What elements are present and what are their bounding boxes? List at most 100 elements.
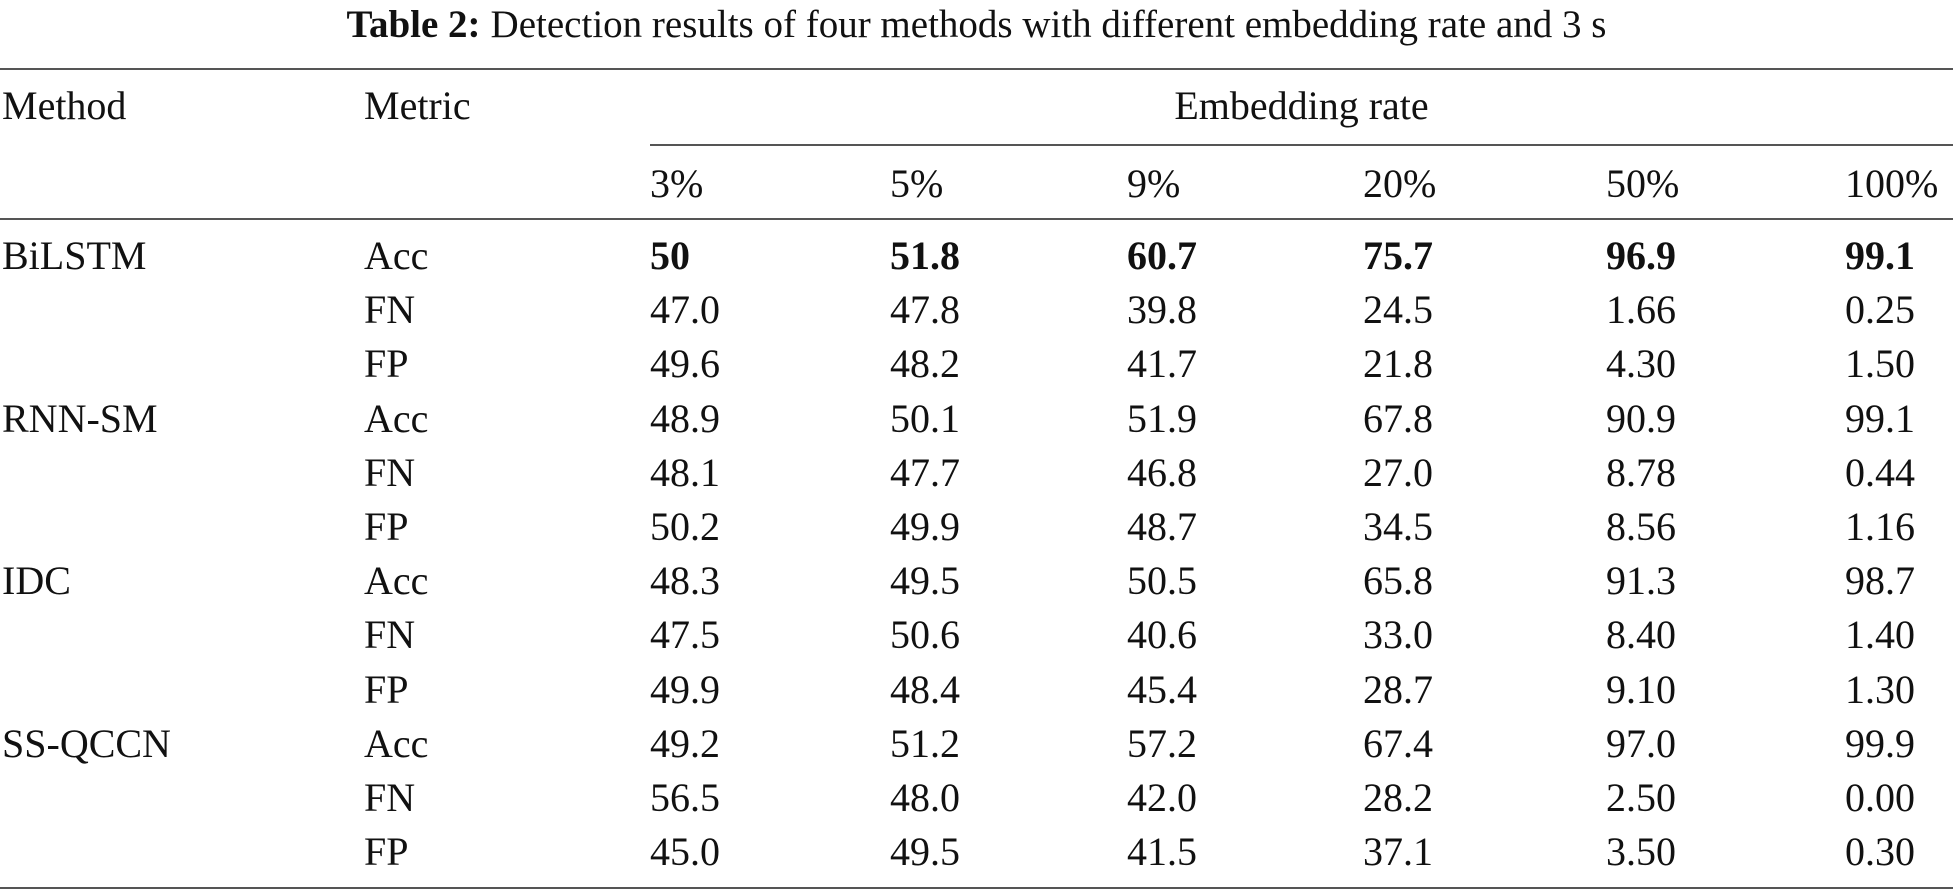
value-cell: 1.16	[1845, 504, 1915, 549]
value-cell: 60.7	[1127, 233, 1197, 278]
metric-cell: Acc	[364, 233, 429, 278]
value-cell: 48.0	[890, 775, 960, 820]
value-cell: 1.66	[1606, 287, 1676, 333]
value-cell: 51.9	[1127, 395, 1197, 441]
header-rule	[0, 218, 1953, 220]
value-cell: 51.2	[890, 720, 960, 766]
value-cell: 0.30	[1845, 829, 1915, 875]
value-cell: 2.50	[1606, 775, 1676, 820]
value-cell: 21.8	[1363, 341, 1433, 387]
metric-cell: Acc	[364, 395, 429, 441]
value-cell: 49.5	[890, 829, 960, 875]
value-cell: 99.1	[1845, 233, 1915, 278]
value-cell: 99.1	[1845, 395, 1915, 441]
value-cell: 99.9	[1845, 720, 1915, 766]
group-rule	[650, 144, 1953, 146]
value-cell: 47.0	[650, 287, 720, 333]
bottom-rule	[0, 887, 1953, 889]
value-cell: 50.1	[890, 395, 960, 441]
value-cell: 48.3	[650, 558, 720, 604]
metric-cell: FP	[364, 829, 409, 875]
value-cell: 48.7	[1127, 504, 1197, 549]
method-cell: RNN-SM	[2, 395, 158, 441]
rate-header: 50%	[1606, 161, 1680, 206]
rate-header: 20%	[1363, 161, 1437, 206]
value-cell: 49.9	[650, 666, 720, 712]
group-header: Embedding rate	[1174, 83, 1429, 128]
value-cell: 50.2	[650, 504, 720, 549]
method-cell: IDC	[2, 558, 71, 604]
value-cell: 9.10	[1606, 666, 1676, 712]
metric-cell: Acc	[364, 558, 429, 604]
value-cell: 46.8	[1127, 449, 1197, 495]
metric-cell: FP	[364, 666, 409, 712]
value-cell: 91.3	[1606, 558, 1676, 604]
value-cell: 8.40	[1606, 612, 1676, 658]
value-cell: 41.5	[1127, 829, 1197, 875]
value-cell: 40.6	[1127, 612, 1197, 658]
value-cell: 47.5	[650, 612, 720, 658]
value-cell: 0.44	[1845, 449, 1915, 495]
value-cell: 47.8	[890, 287, 960, 333]
value-cell: 3.50	[1606, 829, 1676, 875]
value-cell: 65.8	[1363, 558, 1433, 604]
value-cell: 42.0	[1127, 775, 1197, 820]
value-cell: 50	[650, 233, 690, 278]
value-cell: 49.6	[650, 341, 720, 387]
value-cell: 28.2	[1363, 775, 1433, 820]
metric-cell: FP	[364, 341, 409, 387]
value-cell: 24.5	[1363, 287, 1433, 333]
value-cell: 37.1	[1363, 829, 1433, 875]
value-cell: 8.78	[1606, 449, 1676, 495]
value-cell: 1.30	[1845, 666, 1915, 712]
value-cell: 47.7	[890, 449, 960, 495]
value-cell: 67.8	[1363, 395, 1433, 441]
metric-cell: FP	[364, 504, 409, 549]
method-cell: BiLSTM	[2, 233, 147, 278]
value-cell: 48.4	[890, 666, 960, 712]
caption-text: Detection results of four methods with d…	[490, 3, 1607, 46]
value-cell: 51.8	[890, 233, 960, 278]
value-cell: 67.4	[1363, 720, 1433, 766]
method-cell: SS-QCCN	[2, 720, 171, 766]
value-cell: 98.7	[1845, 558, 1915, 604]
metric-cell: FN	[364, 287, 416, 333]
value-cell: 96.9	[1606, 233, 1676, 278]
rate-header: 3%	[650, 161, 704, 206]
rate-header: 100%	[1845, 161, 1939, 206]
value-cell: 45.4	[1127, 666, 1197, 712]
metric-cell: FN	[364, 612, 416, 658]
rate-header: 5%	[890, 161, 944, 206]
value-cell: 1.40	[1845, 612, 1915, 658]
value-cell: 27.0	[1363, 449, 1433, 495]
value-cell: 49.2	[650, 720, 720, 766]
value-cell: 4.30	[1606, 341, 1676, 387]
value-cell: 39.8	[1127, 287, 1197, 333]
value-cell: 90.9	[1606, 395, 1676, 441]
value-cell: 50.6	[890, 612, 960, 658]
metric-cell: Acc	[364, 720, 429, 766]
metric-header: Metric	[364, 83, 471, 128]
value-cell: 48.2	[890, 341, 960, 387]
value-cell: 28.7	[1363, 666, 1433, 712]
value-cell: 49.5	[890, 558, 960, 604]
caption-label: Table 2:	[346, 3, 481, 46]
value-cell: 8.56	[1606, 504, 1676, 549]
caption: Table 2: Detection results of four method…	[0, 2, 1953, 47]
value-cell: 49.9	[890, 504, 960, 549]
metric-cell: FN	[364, 449, 416, 495]
value-cell: 1.50	[1845, 341, 1915, 387]
value-cell: 41.7	[1127, 341, 1197, 387]
method-header: Method	[2, 83, 127, 128]
rate-header: 9%	[1127, 161, 1181, 206]
metric-cell: FN	[364, 775, 416, 820]
value-cell: 48.1	[650, 449, 720, 495]
value-cell: 34.5	[1363, 504, 1433, 549]
value-cell: 45.0	[650, 829, 720, 875]
value-cell: 33.0	[1363, 612, 1433, 658]
value-cell: 0.00	[1845, 775, 1915, 820]
value-cell: 75.7	[1363, 233, 1433, 278]
top-rule	[0, 68, 1953, 70]
value-cell: 48.9	[650, 395, 720, 441]
